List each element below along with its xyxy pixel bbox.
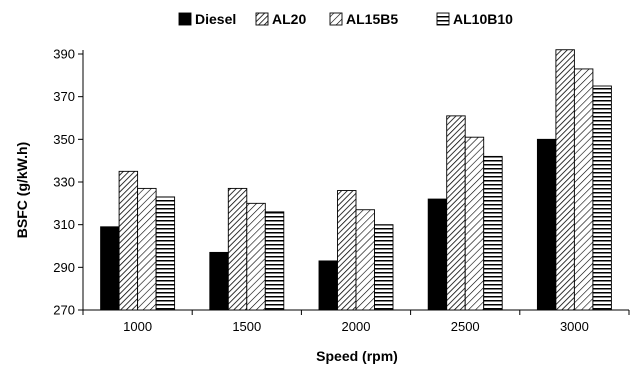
bar-al10b10-2500: [483, 155, 503, 311]
legend-swatch-al20: [255, 12, 269, 26]
legend-swatch-diesel: [178, 12, 192, 26]
bar-al15b5-1000: [137, 187, 157, 311]
bar-al15b5-1500: [246, 202, 266, 311]
y-axis: 270 290 310 330 350 370 390: [53, 47, 84, 318]
bar-al15b5-2000: [355, 209, 375, 311]
bar-diesel-3000: [536, 138, 557, 311]
y-tick-label: 290: [53, 260, 75, 275]
x-tick-label: 2000: [342, 319, 371, 334]
legend-label-al20: AL20: [272, 11, 306, 27]
bar-diesel-1500: [209, 251, 229, 311]
y-tick-label: 270: [53, 303, 75, 318]
bar-al20-3000: [555, 49, 575, 311]
x-tick-label: 1500: [232, 319, 261, 334]
x-axis: 1000 1500 2000 2500 3000: [82, 309, 630, 334]
y-tick-label: 350: [53, 132, 75, 147]
bars: [100, 49, 612, 311]
bar-al10b10-1000: [155, 196, 176, 311]
bar-al10b10-1500: [264, 211, 285, 311]
legend-swatch-al15b5: [329, 12, 343, 26]
bar-al15b5-3000: [573, 68, 594, 311]
bar-al10b10-3000: [592, 85, 612, 311]
x-tick-label: 2500: [451, 319, 480, 334]
y-tick-label: 370: [53, 89, 75, 104]
y-tick-label: 310: [53, 217, 75, 232]
y-axis-title: BSFC (g/kW.h): [14, 142, 30, 238]
legend-label-al15b5: AL15B5: [346, 11, 398, 27]
bar-diesel-1000: [100, 226, 120, 311]
x-axis-title: Speed (rpm): [316, 348, 398, 364]
bar-al20-2000: [337, 190, 357, 311]
legend: Diesel AL20 AL15B5 AL10B10: [178, 11, 513, 27]
legend-swatch-al10b10: [436, 12, 450, 26]
legend-label-diesel: Diesel: [195, 11, 236, 27]
x-tick-label: 3000: [560, 319, 589, 334]
bar-diesel-2500: [427, 198, 448, 311]
bar-al15b5-2500: [464, 136, 485, 311]
legend-label-al10b10: AL10B10: [453, 11, 513, 27]
x-tick-label: 1000: [123, 319, 152, 334]
y-tick-label: 390: [53, 47, 75, 62]
y-tick-label: 330: [53, 175, 75, 190]
bar-al20-1500: [227, 187, 248, 311]
bar-al10b10-2000: [374, 224, 394, 311]
bar-al20-1000: [118, 170, 139, 311]
bar-al20-2500: [446, 115, 466, 311]
bar-diesel-2000: [318, 260, 338, 311]
